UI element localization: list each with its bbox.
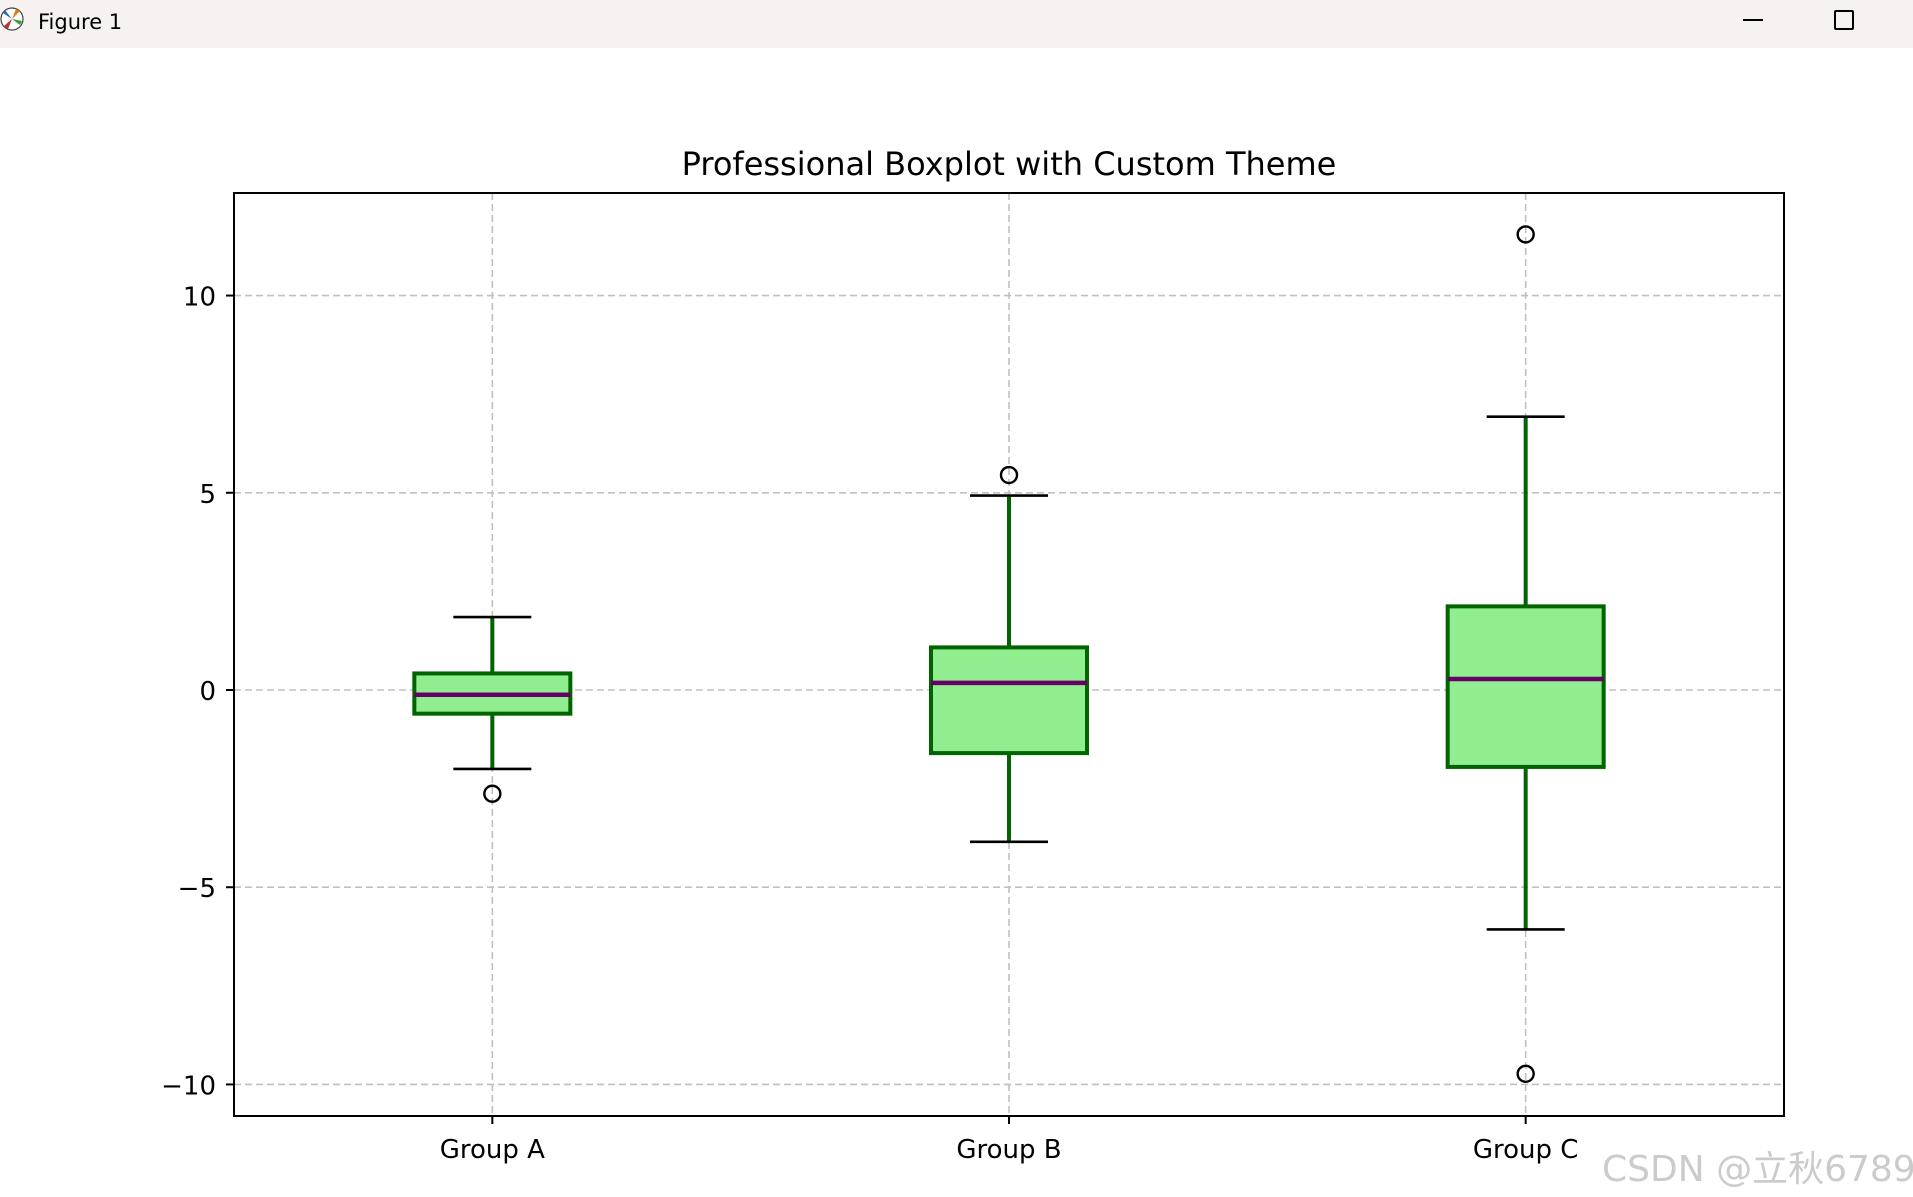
- outlier-point: [1516, 1064, 1535, 1083]
- maximize-icon: [1834, 10, 1854, 30]
- title-bar[interactable]: Figure 1: [0, 0, 1913, 48]
- y-tick-label: −5: [178, 874, 216, 904]
- boxplot-chart: Professional Boxplot with Custom Theme −…: [161, 145, 1785, 1165]
- chart-title: Professional Boxplot with Custom Theme: [682, 145, 1337, 183]
- watermark-text: CSDN @立秋6789: [1602, 1149, 1913, 1190]
- maximize-button[interactable]: [1799, 0, 1889, 40]
- box-group: [412, 615, 573, 803]
- window-title: Figure 1: [38, 10, 123, 34]
- axis-layer: −10 −5 0 5 10 Group A Group B Group C: [161, 192, 1785, 1165]
- minimize-icon: [1743, 19, 1763, 21]
- iqr-box: [1445, 604, 1606, 769]
- y-tick-label: −10: [161, 1071, 216, 1101]
- outlier-point: [483, 784, 502, 803]
- outlier-point: [999, 465, 1019, 485]
- x-tick-label: Group C: [1473, 1135, 1579, 1165]
- y-tick-label: 5: [199, 480, 216, 510]
- x-tick-label: Group A: [440, 1135, 545, 1165]
- minimize-button[interactable]: [1708, 0, 1798, 40]
- box-group: [929, 465, 1089, 844]
- x-tick-label: Group B: [956, 1135, 1061, 1165]
- y-tick-label: 10: [183, 283, 216, 313]
- iqr-box: [929, 645, 1089, 756]
- matplotlib-app-icon: [0, 7, 24, 31]
- outlier-point: [1516, 225, 1535, 244]
- box-layer: [412, 225, 1606, 1083]
- y-tick-label: 0: [199, 677, 216, 707]
- box-group: [1445, 225, 1606, 1083]
